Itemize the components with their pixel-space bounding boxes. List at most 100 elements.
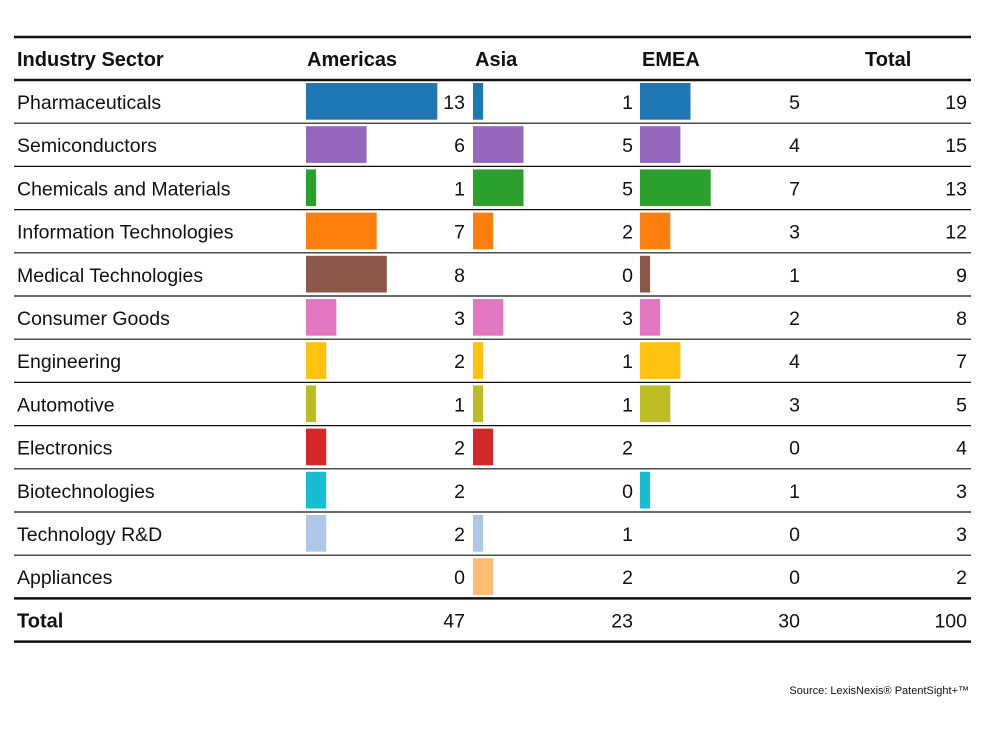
value-asia: 0 [622,481,633,503]
bar-asia [473,428,494,466]
value-emea: 3 [789,222,800,244]
bar-asia [473,515,484,552]
value-americas: 8 [454,265,465,287]
sector-label: Engineering [17,351,121,373]
value-emea: 0 [789,567,800,589]
bar-emea [640,169,711,207]
header-industry-sector: Industry Sector [17,49,164,71]
bar-emea [640,299,661,336]
sector-label: Medical Technologies [17,265,203,287]
total-asia: 23 [611,610,633,632]
bar-emea [640,342,681,379]
value-americas: 3 [454,308,465,330]
value-total: 5 [956,394,967,416]
bar-americas [306,299,337,336]
value-total: 13 [945,178,967,200]
value-asia: 3 [622,308,633,330]
value-americas: 2 [454,438,465,460]
bar-emea [640,83,691,120]
total-americas: 47 [443,610,465,632]
value-americas: 1 [454,178,465,200]
value-americas: 1 [454,394,465,416]
sector-label: Pharmaceuticals [17,92,161,114]
value-americas: 2 [454,481,465,503]
value-total: 3 [956,524,967,546]
total-label: Total [17,610,63,632]
total-total: 100 [934,610,967,632]
total-emea: 30 [778,610,800,632]
value-emea: 5 [789,92,800,114]
source-note: Source: LexisNexis® PatentSight+™ [789,685,969,697]
value-emea: 7 [789,178,800,200]
value-emea: 1 [789,265,800,287]
header-total: Total [865,49,911,71]
sector-label: Information Technologies [17,222,234,244]
value-asia: 1 [622,524,633,546]
bar-asia [473,169,524,207]
sector-label: Chemicals and Materials [17,178,231,200]
value-americas: 13 [443,92,465,114]
bar-americas [306,428,327,466]
value-asia: 1 [622,92,633,114]
value-emea: 3 [789,394,800,416]
value-asia: 5 [622,135,633,157]
bar-americas [306,342,327,379]
value-emea: 4 [789,351,800,373]
bar-emea [640,385,671,423]
bar-asia [473,342,484,379]
value-total: 3 [956,481,967,503]
value-asia: 2 [622,567,633,589]
bar-emea [640,471,651,509]
value-total: 12 [945,222,967,244]
header-asia: Asia [475,49,518,71]
value-emea: 0 [789,438,800,460]
bar-asia [473,299,504,336]
sector-label: Electronics [17,438,113,460]
value-emea: 2 [789,308,800,330]
value-americas: 2 [454,351,465,373]
value-americas: 7 [454,222,465,244]
value-asia: 2 [622,222,633,244]
header-emea: EMEA [642,49,700,71]
value-total: 4 [956,438,967,460]
value-asia: 2 [622,438,633,460]
sector-label: Technology R&D [17,524,162,546]
bar-asia [473,126,524,163]
bar-americas [306,515,327,552]
header-americas: Americas [307,49,397,71]
value-total: 19 [945,92,967,114]
bar-americas [306,169,317,207]
value-americas: 0 [454,567,465,589]
bar-asia [473,212,494,250]
value-total: 8 [956,308,967,330]
value-asia: 5 [622,178,633,200]
value-americas: 6 [454,135,465,157]
value-emea: 1 [789,481,800,503]
bar-americas [306,212,377,250]
value-total: 15 [945,135,967,157]
sector-label: Biotechnologies [17,481,155,503]
value-asia: 1 [622,351,633,373]
bar-americas [306,83,438,120]
bar-americas [306,385,317,423]
value-total: 2 [956,567,967,589]
value-asia: 1 [622,394,633,416]
bar-emea [640,255,651,293]
bar-emea [640,126,681,163]
value-total: 7 [956,351,967,373]
bar-asia [473,385,484,423]
value-asia: 0 [622,265,633,287]
sector-label: Appliances [17,567,113,589]
bar-emea [640,212,671,250]
sector-label: Automotive [17,394,115,416]
value-americas: 2 [454,524,465,546]
sector-label: Semiconductors [17,135,157,157]
bar-americas [306,471,327,509]
value-emea: 4 [789,135,800,157]
bar-asia [473,558,494,595]
bar-americas [306,126,367,163]
sector-label: Consumer Goods [17,308,170,330]
value-total: 9 [956,265,967,287]
bar-americas [306,255,387,293]
